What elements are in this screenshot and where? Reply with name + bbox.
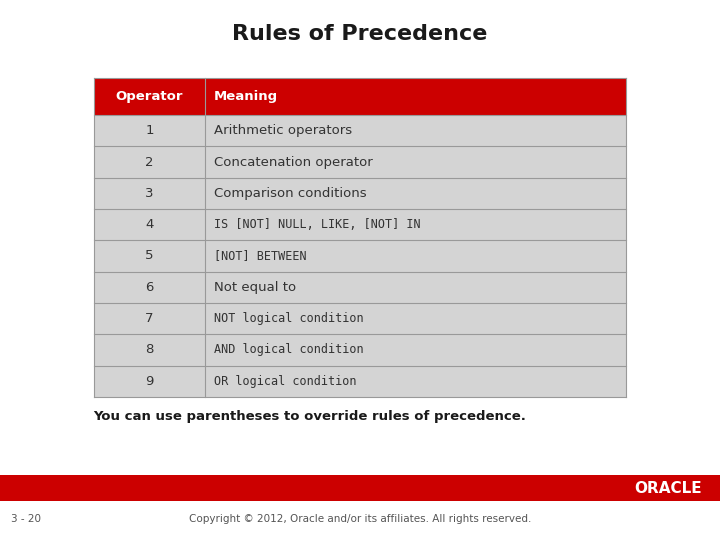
Text: 7: 7 [145, 312, 153, 325]
Text: 3: 3 [145, 187, 153, 200]
Text: IS [NOT] NULL, LIKE, [NOT] IN: IS [NOT] NULL, LIKE, [NOT] IN [214, 218, 420, 231]
Bar [94, 366, 626, 397]
Text: 6: 6 [145, 281, 153, 294]
Text: 3 - 20: 3 - 20 [11, 515, 41, 524]
Text: 9: 9 [145, 375, 153, 388]
Text: 2: 2 [145, 156, 153, 168]
Bar [0, 475, 720, 501]
Bar [94, 178, 626, 209]
Bar [94, 115, 626, 146]
Text: ORACLE: ORACLE [634, 481, 702, 496]
Text: 5: 5 [145, 249, 153, 262]
Text: Rules of Precedence: Rules of Precedence [233, 24, 487, 44]
Bar [94, 78, 626, 115]
Text: 8: 8 [145, 343, 153, 356]
Text: 1: 1 [145, 124, 153, 137]
Text: Not equal to: Not equal to [214, 281, 296, 294]
Text: 4: 4 [145, 218, 153, 231]
Text: You can use parentheses to override rules of precedence.: You can use parentheses to override rule… [94, 410, 526, 423]
Bar [94, 209, 626, 240]
Text: Arithmetic operators: Arithmetic operators [214, 124, 352, 137]
Text: AND logical condition: AND logical condition [214, 343, 364, 356]
Bar [94, 303, 626, 334]
Bar [94, 240, 626, 272]
Bar [94, 272, 626, 303]
Text: OR logical condition: OR logical condition [214, 375, 356, 388]
Bar [94, 334, 626, 366]
Text: Concatenation operator: Concatenation operator [214, 156, 372, 168]
Bar [94, 146, 626, 178]
Text: Comparison conditions: Comparison conditions [214, 187, 366, 200]
Text: Meaning: Meaning [214, 90, 278, 103]
Text: NOT logical condition: NOT logical condition [214, 312, 364, 325]
Text: Copyright © 2012, Oracle and/or its affiliates. All rights reserved.: Copyright © 2012, Oracle and/or its affi… [189, 515, 531, 524]
Text: [NOT] BETWEEN: [NOT] BETWEEN [214, 249, 307, 262]
Text: Operator: Operator [116, 90, 183, 103]
